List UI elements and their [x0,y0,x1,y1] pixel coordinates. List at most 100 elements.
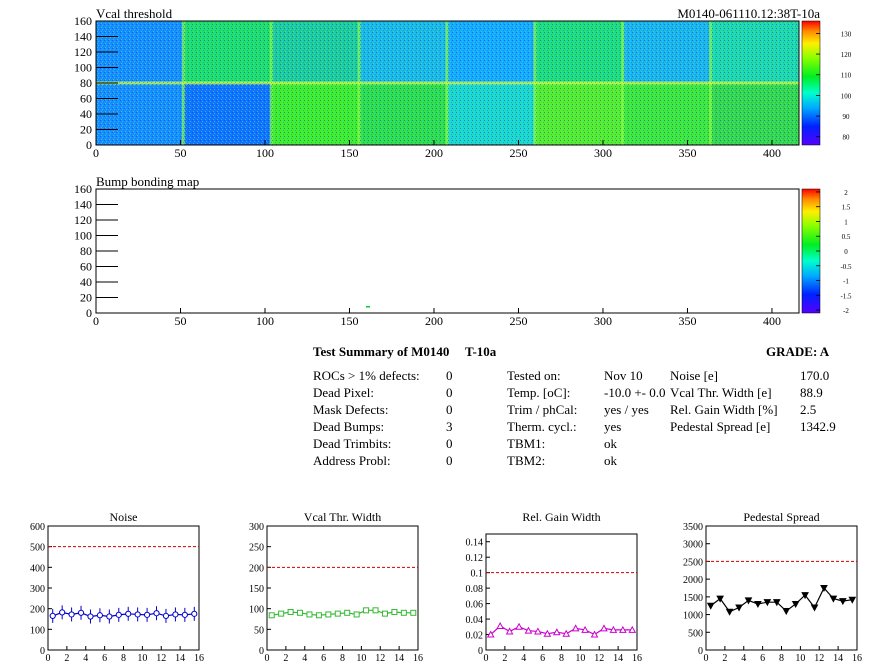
data-point [619,625,627,633]
data-point [68,611,75,618]
y-tick-label: 120 [74,45,92,59]
y-tick-label: 0.12 [466,553,484,564]
y-tick-label: 3500 [683,522,703,533]
y-tick-label: 20 [80,291,92,305]
map-axes: 0 50 100 150 200 250 300 350 4000204060801001201… [74,14,781,160]
y-tick-label: 500 [688,628,703,639]
data-point [524,626,533,634]
map-frame [95,188,800,314]
x-tick-label: 8 [121,653,126,664]
x-tick-label: 10 [795,653,805,664]
plot-title: Pedestal Spread [743,510,819,524]
per-roc-plot: Rel. Gain Width00.020.040.060.080.10.120… [466,510,643,664]
palette-tick-label: 0.5 [842,233,851,241]
module-id-label: M0140-061110.12:38T-10a [677,6,820,21]
x-tick-label: 16 [194,653,204,664]
plot-title: Rel. Gain Width [522,510,600,524]
palette-tick-label: 90 [843,113,851,121]
data-point [763,599,772,607]
x-tick-label: 2 [283,653,288,664]
x-tick-label: 0 [484,653,489,664]
data-point [125,610,132,617]
x-tick-label: 6 [321,653,326,664]
y-tick-label: 500 [30,543,45,554]
plot-title: Noise [110,510,138,524]
y-tick-label: 50 [254,625,264,636]
data-point [810,604,819,612]
data-point [801,592,809,600]
data-point [287,608,294,615]
data-point [820,585,828,593]
data-point [552,628,561,636]
map-axes: 0 50 100 150 200 250 300 350 4000204060801001201… [74,182,781,328]
data-point [372,607,379,614]
map-title: Bump bonding map [96,174,199,189]
y-tick-label: 140 [74,30,92,44]
x-tick-label: 14 [394,653,404,664]
x-tick-label: 16 [852,653,862,664]
data-point [391,608,398,615]
x-tick-label: 4 [741,653,746,664]
x-tick-label: 10 [137,653,147,664]
data-point [716,595,724,603]
x-tick-label: 8 [779,653,784,664]
data-point [77,609,85,616]
map-title: Vcal threshold [96,6,173,21]
x-tick-label: 400 [763,146,781,160]
x-tick-label: 4 [302,653,307,664]
series-line [52,611,195,618]
data-point [278,610,285,617]
bump-bonding-map: Bump bonding map 0 50 100 150 200 250 300 350 40… [74,174,852,328]
data-point [153,610,160,617]
palette-tick-label: 110 [841,72,852,80]
dead-bump-marker [366,306,370,308]
y-tick-label: 0.08 [466,584,484,595]
y-tick-label: 120 [74,213,92,227]
palette-ticks: -2 -1.5 -1 -0.5 0 0.5 1 1.5 2 [816,189,852,315]
data-point [181,611,188,618]
data-point [581,625,589,633]
data-point [754,600,762,608]
x-tick-label: 12 [375,653,385,664]
y-tick-label: 200 [249,563,264,574]
data-point [334,610,341,617]
data-point [96,612,104,619]
y-tick-label: 60 [80,260,92,274]
x-tick-label: 6 [540,653,545,664]
palette-tick-label: 100 [841,92,852,100]
palette-tick-label: 1.5 [842,204,851,212]
data-point [735,604,743,612]
y-tick-label: 0.14 [466,538,484,549]
y-tick-label: 2500 [683,557,703,568]
x-tick-label: 200 [425,314,443,328]
data-point [791,600,800,608]
x-tick-label: 150 [340,146,358,160]
y-tick-label: 40 [80,275,92,289]
data-point [609,625,618,633]
y-tick-label: 0 [86,306,92,320]
x-tick-label: 0 [93,314,99,328]
data-point [782,608,791,616]
y-tick-label: 200 [30,605,45,616]
x-tick-label: 200 [425,146,443,160]
data-point [162,612,170,620]
x-tick-label: 0 [93,146,99,160]
per-roc-plot: Vcal Thr. Width 0 50 100 150 200 250 300 0 2 4 6 8 10… [249,510,423,664]
data-point [829,595,838,603]
y-tick-label: 0 [40,646,45,657]
data-point [725,608,734,616]
y-tick-label: 0 [478,646,483,657]
y-tick-label: 40 [80,107,92,121]
x-tick-label: 400 [763,314,781,328]
palette-tick-label: -2 [843,307,849,315]
data-point [268,612,275,619]
data-point [315,612,322,619]
palette-tick-label: 120 [841,51,852,59]
y-tick-label: 0 [698,646,703,657]
vcal-threshold-map: Vcal threshold M0140-061110.12:38T-10a 0… [74,6,852,160]
data-point [571,624,580,632]
y-tick-label: 100 [74,61,92,75]
x-tick-label: 10 [356,653,366,664]
x-tick-label: 12 [594,653,604,664]
